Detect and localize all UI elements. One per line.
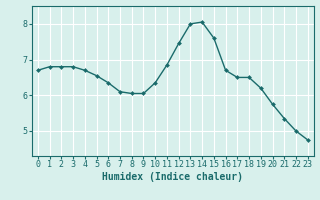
X-axis label: Humidex (Indice chaleur): Humidex (Indice chaleur) <box>102 172 243 182</box>
